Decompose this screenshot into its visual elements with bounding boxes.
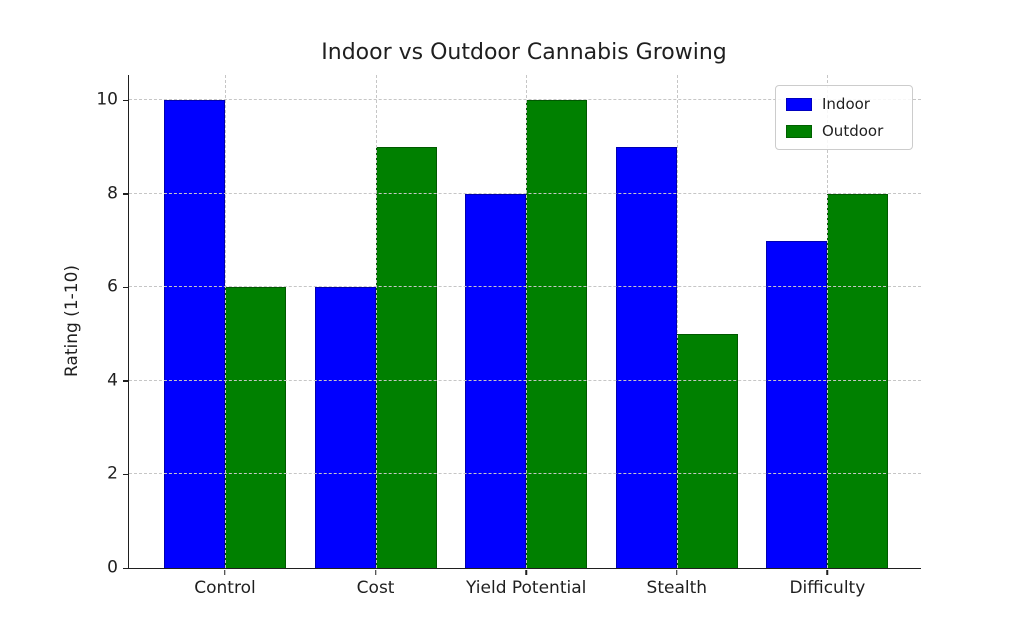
plot-area: 0 2 4 6 8 10 Control Cost Yield Potential Stealth…: [96, 75, 921, 598]
bar-indoor-stealth: [615, 147, 677, 568]
y-tick-label-10: 10: [96, 89, 118, 110]
bar-indoor-yield-potential: [465, 193, 527, 568]
y-tick-mark-10: [123, 99, 128, 102]
legend: Indoor Outdoor: [775, 85, 913, 150]
x-tick-mark-yield-potential: [525, 570, 527, 575]
bar-indoor-difficulty: [766, 240, 828, 568]
y-tick-mark-4: [123, 380, 128, 382]
x-tick-label-control: Control: [194, 578, 256, 598]
chart-title: Indoor vs Outdoor Cannabis Growing: [321, 40, 727, 65]
h-gridline-8: [129, 192, 921, 194]
x-tick-mark-difficulty: [826, 570, 829, 575]
y-tick-mark-0: [123, 567, 128, 569]
y-tick-mark-2: [123, 473, 128, 476]
outdoor-legend-swatch: [786, 124, 812, 138]
v-gridline-cost: [375, 75, 377, 568]
x-tick-label-yield-potential: Yield Potential: [466, 578, 587, 598]
y-tick-label-2: 2: [107, 463, 118, 484]
bar-outdoor-difficulty: [827, 193, 889, 568]
v-gridline-yield-potential: [526, 75, 528, 568]
h-gridline-4: [129, 379, 921, 381]
x-tick-label-stealth: Stealth: [646, 578, 708, 598]
y-axis-label: Rating (1-10): [62, 264, 82, 378]
y-tick-label-6: 6: [107, 276, 118, 297]
h-gridline-2: [129, 473, 921, 475]
y-tick-label-8: 8: [107, 183, 118, 204]
bar-outdoor-cost: [375, 147, 437, 568]
legend-item-indoor: Indoor: [786, 94, 902, 114]
bar-outdoor-control: [224, 287, 286, 568]
x-tick-mark-stealth: [676, 570, 678, 575]
x-tick-label-cost: Cost: [356, 578, 395, 598]
bar-indoor-control: [164, 100, 225, 568]
h-gridline-10: [129, 99, 921, 101]
y-tick-label-4: 4: [107, 370, 118, 391]
v-gridline-control: [224, 75, 226, 568]
outdoor-legend-label: Outdoor: [822, 121, 884, 140]
bar-outdoor-yield-potential: [526, 100, 588, 568]
v-gridline-stealth: [676, 75, 678, 568]
x-tick-mark-control: [224, 570, 226, 575]
bar-indoor-cost: [314, 287, 376, 568]
y-tick-label-0: 0: [107, 557, 118, 578]
legend-item-outdoor: Outdoor: [786, 121, 902, 141]
x-tick-mark-cost: [374, 570, 377, 575]
y-tick-mark-6: [123, 286, 128, 289]
bar-outdoor-stealth: [676, 334, 738, 568]
v-gridline-difficulty: [827, 75, 829, 568]
indoor-legend-swatch: [786, 97, 812, 111]
h-gridline-6: [129, 286, 921, 288]
x-tick-label-difficulty: Difficulty: [789, 578, 866, 598]
indoor-legend-label: Indoor: [822, 94, 870, 113]
y-tick-mark-8: [123, 193, 128, 195]
